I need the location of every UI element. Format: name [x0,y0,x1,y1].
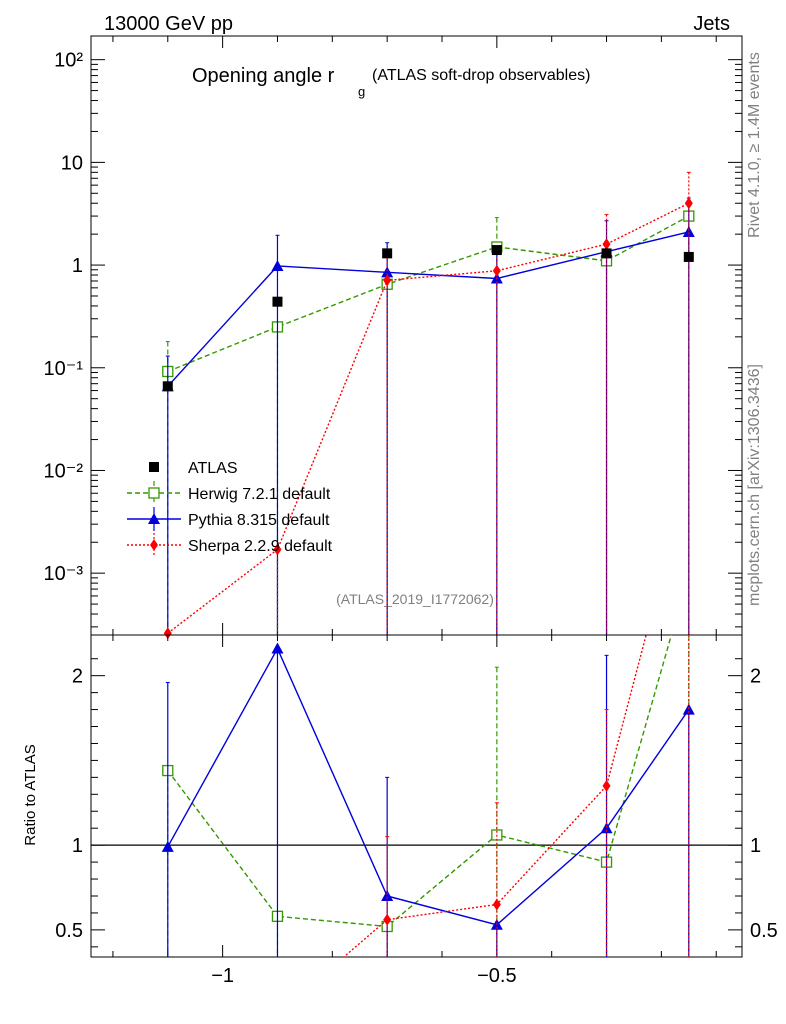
data-point [381,266,394,278]
analysis-label: (ATLAS_2019_I1772062) [336,591,494,607]
y-tick-label: 10⁻¹ [44,358,84,380]
ratio-panel: −1 −0.5 2 2 1 1 0.5 0.5 [55,634,778,987]
data-point [383,913,392,926]
data-point [682,225,695,237]
y-tick-label: 10⁻³ [44,563,84,585]
data-point [383,274,392,287]
ratio-series-pythia [161,642,695,957]
plot-title: Opening angle r [192,65,335,87]
data-point [492,898,501,911]
data-point [161,840,174,852]
main-panel: 10² 10 1 10⁻¹ 10⁻² 10⁻³ [44,35,743,640]
plot-frame [90,634,743,958]
mcplots-label: mcplots.cern.ch [arXiv:1306.3436] [746,364,763,606]
y-tick-label: 10 [61,152,83,174]
legend-marker [150,539,158,551]
y-tick-label: 1 [72,255,83,277]
series-line [167,231,689,387]
data-point [491,245,502,256]
rivet-label: Rivet 4.1.0, ≥ 1.4M events [746,52,763,238]
data-point [600,822,613,834]
legend: ATLAS Herwig 7.2.1 default Pythia 8.315 de… [127,460,333,557]
y-tick-label: 10⁻² [44,460,84,482]
legend-label: Herwig 7.2.1 default [188,486,331,503]
data-point [683,251,694,262]
series-line [167,635,673,928]
legend-marker [149,462,159,472]
y-tick-label-right: 1 [750,835,761,857]
data-point [271,259,284,271]
legend-marker [148,513,160,524]
data-point [492,264,501,277]
energy-label: 13000 GeV pp [104,13,233,35]
series-line [167,215,690,373]
y-tick-label: 2 [72,666,83,688]
legend-item: Herwig 7.2.1 default [127,481,331,505]
data-point [601,248,612,259]
x-tick-label: −1 [211,965,234,987]
legend-marker [148,487,160,499]
series-line [167,202,690,634]
main-series-atlas [162,245,694,392]
data-point [684,197,693,210]
data-point [382,248,393,259]
legend-item: Sherpa 2.2.9 default [127,533,333,557]
ratio-series-herwig [162,635,690,957]
category-label: Jets [693,13,730,35]
y-tick-label: 10² [54,50,83,72]
data-point [162,381,173,392]
y-tick-label: 0.5 [55,920,83,942]
ratio-series-sherpa [342,635,690,957]
main-series-pythia [161,197,695,635]
data-point [273,543,282,556]
y-tick-label: 1 [72,835,83,857]
legend-item: Pythia 8.315 default [127,507,330,531]
x-tick-label: −0.5 [477,965,516,987]
legend-label: Sherpa 2.2.9 default [188,538,333,555]
plot-title-note: (ATLAS soft-drop observables) [372,67,590,84]
main-series-sherpa [163,171,693,640]
data-point [602,238,611,251]
data-point [682,703,695,715]
data-point [381,889,394,901]
data-point [602,779,611,792]
ratio-y-axis-title-group: Ratio to ATLAS [22,744,39,845]
legend-label: ATLAS [188,460,238,477]
data-point [272,296,283,307]
y-tick-label-right: 0.5 [750,920,778,942]
legend-item: ATLAS [149,460,238,477]
series-line [167,646,690,926]
y-tick-label-right: 2 [750,666,761,688]
legend-label: Pythia 8.315 default [188,512,330,529]
series-line [342,635,647,957]
plot-title-subscript: g [358,84,365,99]
data-point [271,642,284,654]
ratio-y-axis-title: Ratio to ATLAS [22,744,39,845]
data-point [163,627,172,640]
